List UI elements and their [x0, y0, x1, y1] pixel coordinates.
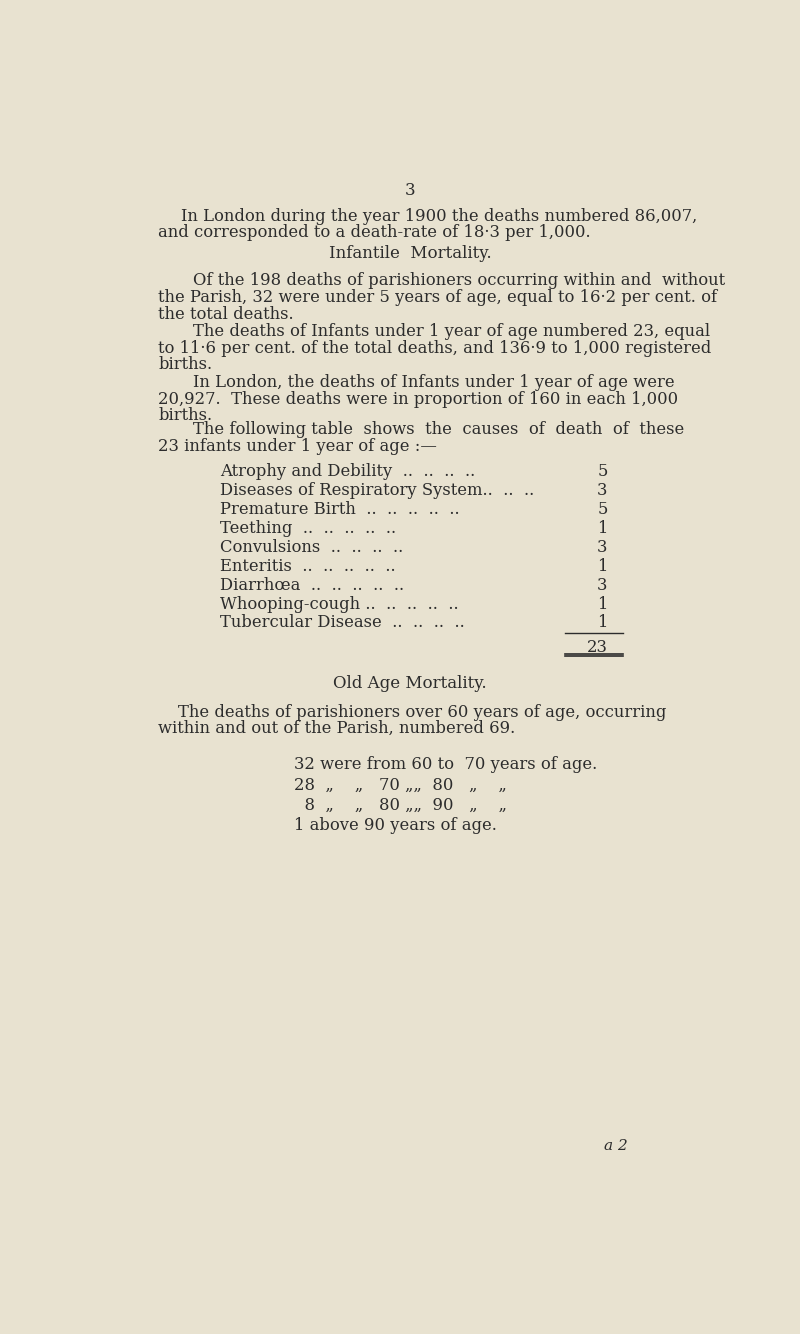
Text: 5: 5 [598, 502, 608, 518]
Text: Teething  ..  ..  ..  ..  ..: Teething .. .. .. .. .. [220, 520, 396, 538]
Text: the total deaths.: the total deaths. [158, 305, 294, 323]
Text: The deaths of Infants under 1 year of age numbered 23, equal: The deaths of Infants under 1 year of ag… [193, 323, 710, 340]
Text: The following table  shows  the  causes  of  death  of  these: The following table shows the causes of … [193, 422, 684, 438]
Text: births.: births. [158, 356, 212, 374]
Text: Tubercular Disease  ..  ..  ..  ..: Tubercular Disease .. .. .. .. [220, 615, 465, 631]
Text: 1 above 90 years of age.: 1 above 90 years of age. [294, 818, 497, 834]
Text: In London during the year 1900 the deaths numbered 86,007,: In London during the year 1900 the death… [182, 208, 698, 225]
Text: The deaths of parishioners over 60 years of age, occurring: The deaths of parishioners over 60 years… [178, 704, 666, 720]
Text: 1: 1 [598, 520, 608, 538]
Text: 3: 3 [405, 183, 415, 199]
Text: 3: 3 [598, 483, 608, 499]
Text: Of the 198 deaths of parishioners occurring within and  without: Of the 198 deaths of parishioners occurr… [193, 272, 725, 289]
Text: the Parish, 32 were under 5 years of age, equal to 16·2 per cent. of: the Parish, 32 were under 5 years of age… [158, 289, 718, 305]
Text: 1: 1 [598, 595, 608, 612]
Text: to 11·6 per cent. of the total deaths, and 136·9 to 1,000 registered: to 11·6 per cent. of the total deaths, a… [158, 340, 711, 358]
Text: 3: 3 [598, 576, 608, 594]
Text: Convulsions  ..  ..  ..  ..: Convulsions .. .. .. .. [220, 539, 403, 556]
Text: Atrophy and Debility  ..  ..  ..  ..: Atrophy and Debility .. .. .. .. [220, 463, 475, 480]
Text: 23 infants under 1 year of age :—: 23 infants under 1 year of age :— [158, 438, 437, 455]
Text: Old Age Mortality.: Old Age Mortality. [333, 675, 487, 692]
Text: 5: 5 [598, 463, 608, 480]
Text: births.: births. [158, 407, 212, 424]
Text: 23: 23 [586, 639, 608, 655]
Text: Enteritis  ..  ..  ..  ..  ..: Enteritis .. .. .. .. .. [220, 558, 396, 575]
Text: 1: 1 [598, 615, 608, 631]
Text: 3: 3 [598, 539, 608, 556]
Text: Premature Birth  ..  ..  ..  ..  ..: Premature Birth .. .. .. .. .. [220, 502, 460, 518]
Text: In London, the deaths of Infants under 1 year of age were: In London, the deaths of Infants under 1… [193, 374, 674, 391]
Text: Infantile  Mortality.: Infantile Mortality. [329, 244, 491, 261]
Text: Whooping-cough ..  ..  ..  ..  ..: Whooping-cough .. .. .. .. .. [220, 595, 458, 612]
Text: 8  „    „   80 „„  90   „    „: 8 „ „ 80 „„ 90 „ „ [294, 796, 506, 814]
Text: 32 were from 60 to  70 years of age.: 32 were from 60 to 70 years of age. [294, 756, 597, 774]
Text: a 2: a 2 [604, 1139, 627, 1153]
Text: within and out of the Parish, numbered 69.: within and out of the Parish, numbered 6… [158, 720, 515, 738]
Text: 1: 1 [598, 558, 608, 575]
Text: Diseases of Respiratory System..  ..  ..: Diseases of Respiratory System.. .. .. [220, 483, 534, 499]
Text: Diarrhœa  ..  ..  ..  ..  ..: Diarrhœa .. .. .. .. .. [220, 576, 404, 594]
Text: and corresponded to a death-rate of 18·3 per 1,000.: and corresponded to a death-rate of 18·3… [158, 224, 590, 241]
Text: 20,927.  These deaths were in proportion of 160 in each 1,000: 20,927. These deaths were in proportion … [158, 391, 678, 408]
Text: 28  „    „   70 „„  80   „    „: 28 „ „ 70 „„ 80 „ „ [294, 776, 506, 794]
